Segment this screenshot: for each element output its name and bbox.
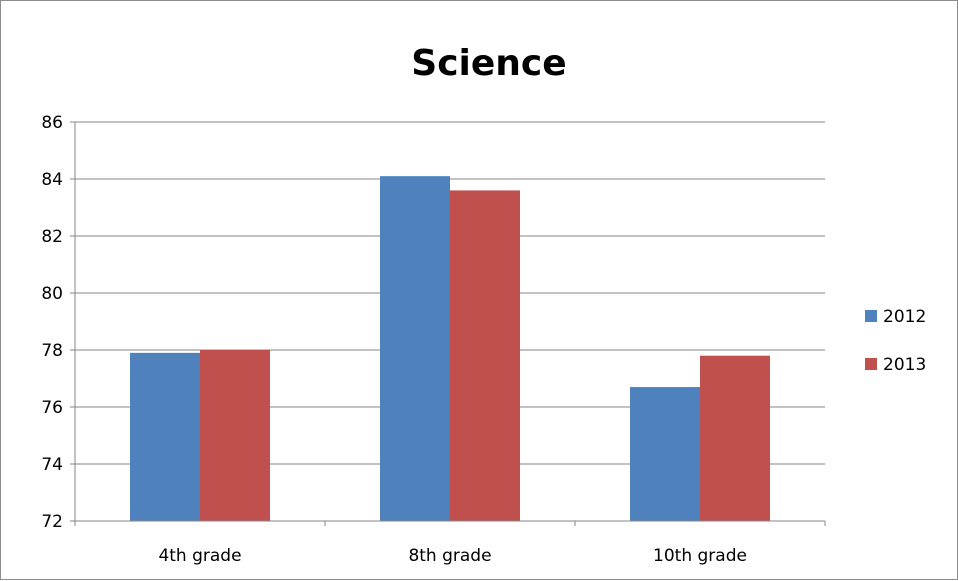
- y-tick-label: 76: [41, 398, 63, 418]
- x-tick-label: 8th grade: [408, 546, 491, 566]
- y-tick-label: 86: [41, 113, 63, 133]
- legend-swatch: [865, 310, 877, 322]
- legend-swatch: [865, 358, 877, 370]
- y-tick-label: 82: [41, 227, 63, 247]
- legend-label: 2012: [883, 307, 926, 327]
- bar-2012-4th-grade: [130, 352, 200, 521]
- y-tick-label: 78: [41, 341, 63, 361]
- bars: [130, 176, 770, 521]
- legend: 2012 2013: [865, 307, 926, 375]
- y-tick-label: 84: [41, 170, 63, 190]
- bar-2013-10th-grade: [700, 355, 770, 521]
- bar-2013-4th-grade: [200, 350, 270, 521]
- x-tick-label: 10th grade: [653, 546, 747, 566]
- x-axis: 4th grade 8th grade 10th grade: [74, 520, 826, 566]
- bar-2012-8th-grade: [380, 176, 450, 521]
- y-tick-label: 80: [41, 284, 63, 304]
- y-axis: 72 74 76 78 80 82 84 86: [41, 113, 76, 532]
- y-tick-label: 74: [41, 455, 63, 475]
- bar-2012-10th-grade: [630, 387, 700, 521]
- bar-2013-8th-grade: [450, 190, 520, 521]
- x-tick-label: 4th grade: [158, 546, 241, 566]
- chart-title: Science: [411, 43, 566, 84]
- legend-label: 2013: [883, 355, 926, 375]
- y-tick-label: 72: [41, 512, 63, 532]
